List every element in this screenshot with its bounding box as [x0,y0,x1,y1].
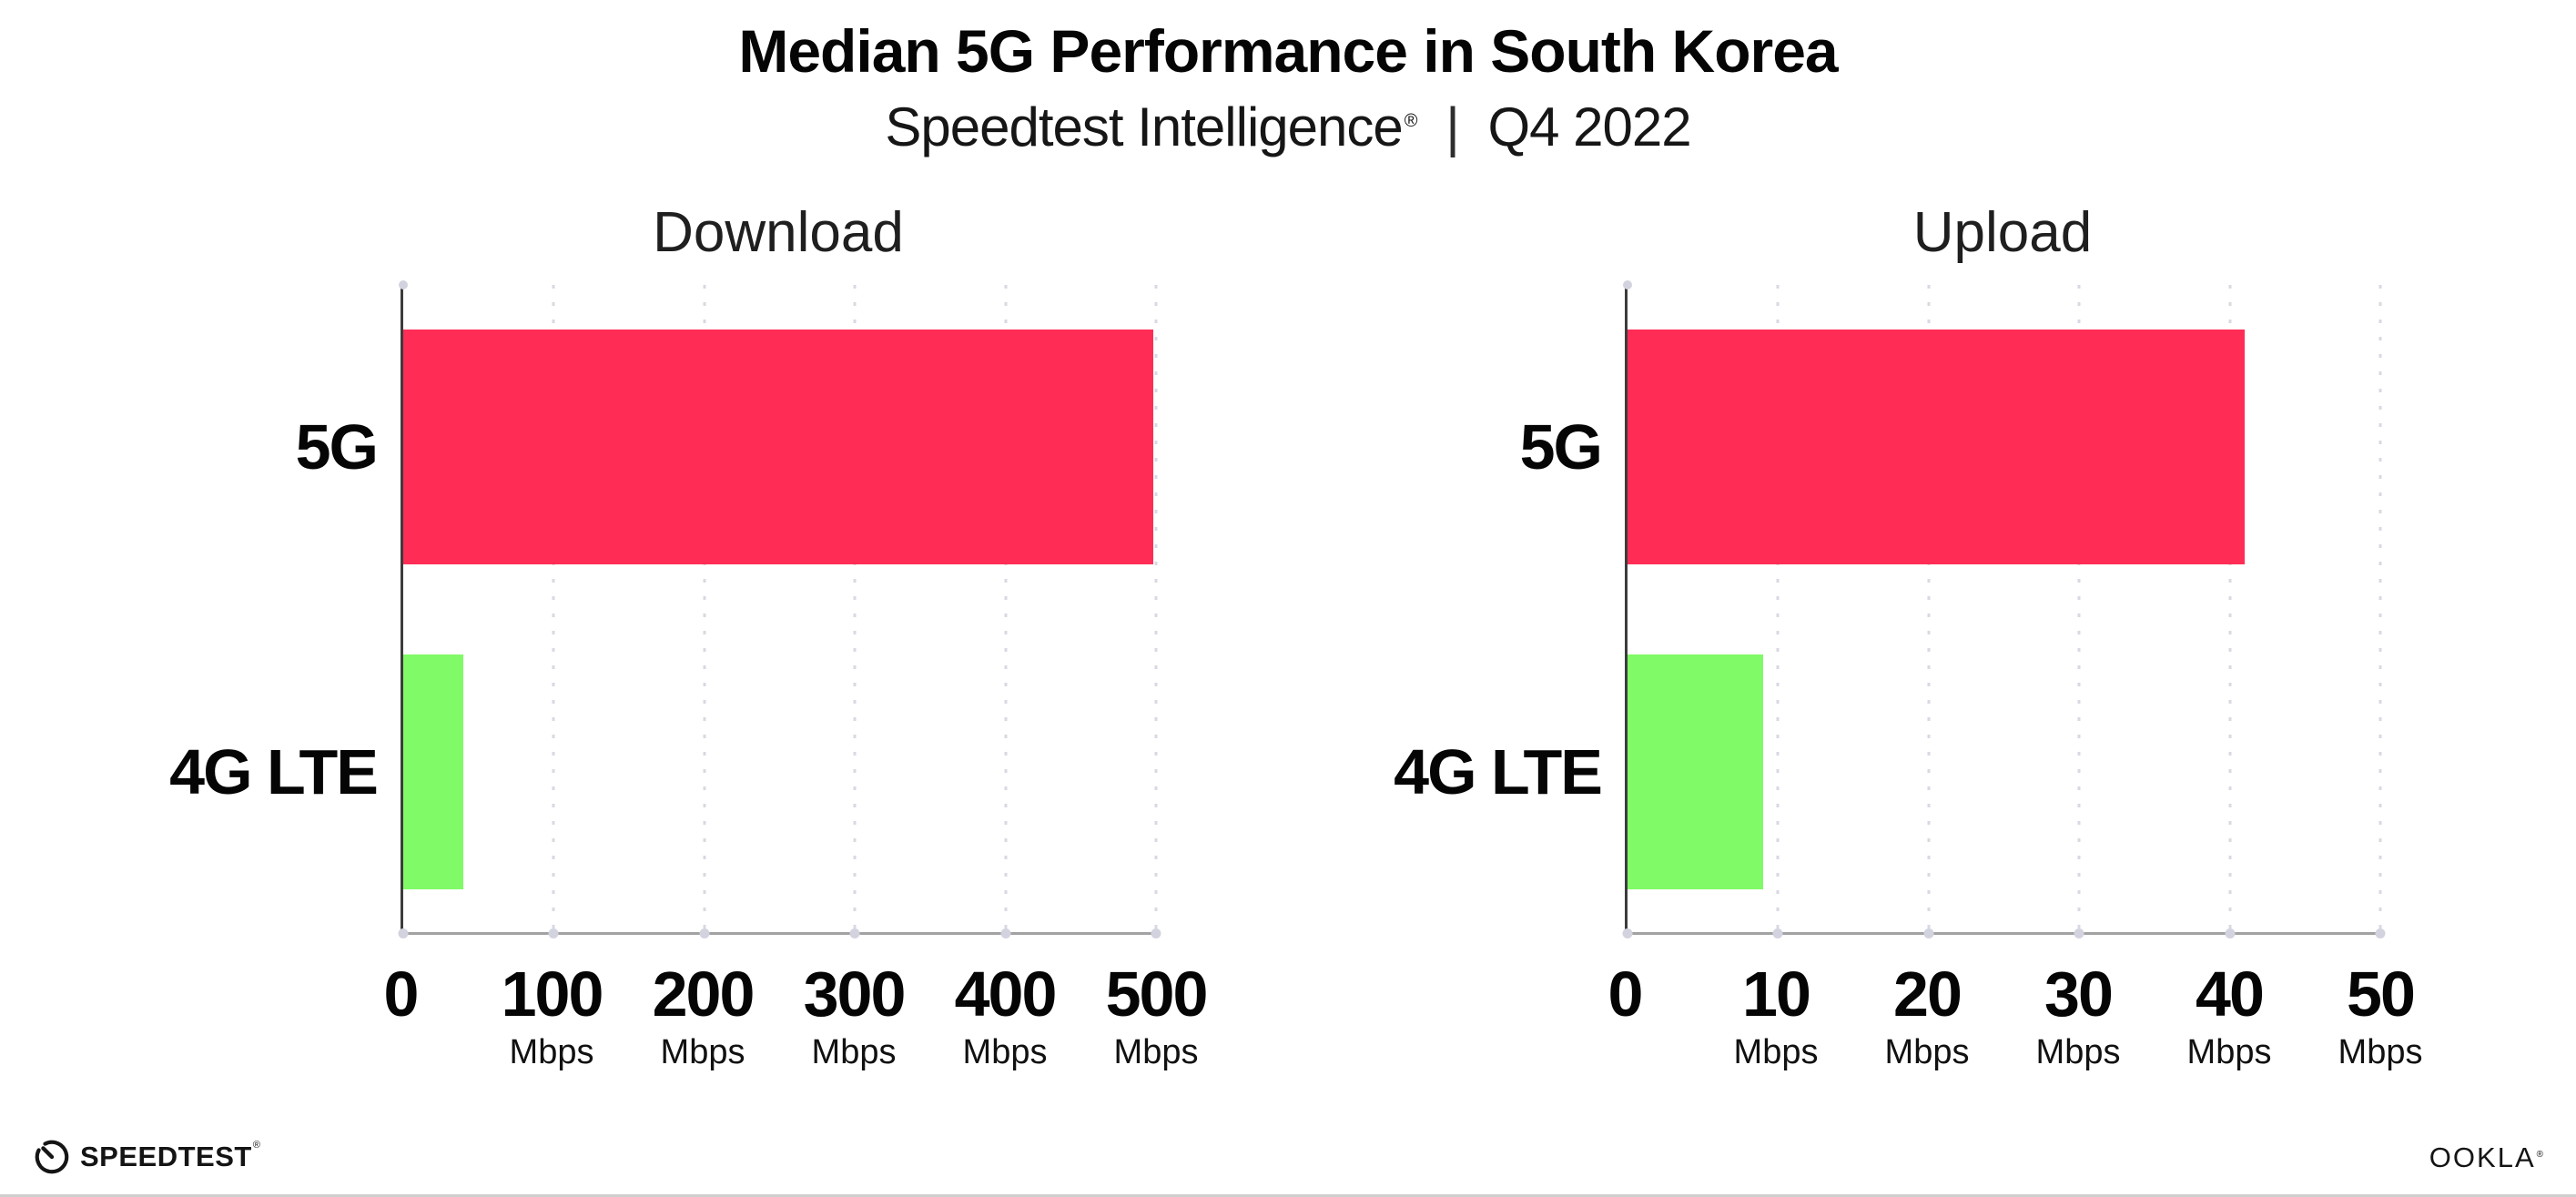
gridline [1004,284,1008,932]
download-chart-body: 5G 4G LTE [127,279,1161,938]
axis-tick-dot [1772,928,1783,938]
download-chart-panel: Download 5G 4G LTE [127,200,1209,1108]
x-tick-10: 10 Mbps [1733,958,1819,1071]
axis-tick-dot [849,928,860,938]
download-ylabel-4g-lte: 4G LTE [169,736,379,808]
x-tick-400: 400 Mbps [954,958,1058,1071]
x-tick-30: 30 Mbps [2035,958,2121,1071]
x-tick-200: 200 Mbps [652,958,756,1071]
upload-y-axis-labels: 5G 4G LTE [1352,285,1625,935]
axis-tick-dot [1622,928,1633,938]
subtitle-period: Q4 2022 [1487,96,1691,157]
x-tick-20: 20 Mbps [1884,958,1970,1071]
upload-plot-area [1622,279,2386,938]
page-title: Median 5G Performance in South Korea [738,17,1838,85]
x-tick-300: 300 Mbps [803,958,907,1071]
speedtest-gauge-icon [35,1140,69,1174]
speedtest-trademark-mark: ® [252,1140,260,1151]
chart-header: Median 5G Performance in South Korea Spe… [0,0,2576,157]
axis-tick-dot [1151,928,1161,938]
x-tick-100: 100 Mbps [501,958,604,1071]
upload-ylabel-4g-lte: 4G LTE [1394,736,1603,808]
gridline [853,284,857,932]
x-tick-50: 50 Mbps [2338,958,2423,1071]
registered-mark: ® [1404,110,1418,131]
download-chart-title: Download [653,200,904,264]
axis-tick-dot [548,928,559,938]
subtitle-separator: | [1445,96,1460,157]
gridline [2077,284,2081,932]
page-footer: SPEEDTEST ® OOKLA® [33,1140,2545,1176]
ookla-logo: OOKLA® [2429,1141,2545,1174]
x-tick-0: 0 [383,958,420,1030]
charts-row: Download 5G 4G LTE [0,200,2576,1108]
gridline [1927,284,1931,932]
axis-tick-dot [1623,279,1632,289]
gridline [1154,284,1158,932]
gridline [2378,284,2382,932]
upload-chart-body: 5G 4G LTE [1352,279,2386,938]
ookla-logo-text: OOKLA [2429,1141,2536,1174]
x-tick-0: 0 [1607,958,1644,1030]
gridline [2228,284,2232,932]
upload-chart-title: Upload [1912,200,2093,264]
upload-bar-5g [1628,330,2246,564]
gridline [703,284,706,932]
upload-ylabel-5g: 5G [1519,411,1603,483]
axis-tick-dot [2225,928,2236,938]
axis-tick-dot [2074,928,2084,938]
speedtest-logo-text: SPEEDTEST [80,1141,252,1172]
upload-chart-panel: Upload 5G 4G LTE [1352,200,2423,1108]
speedtest-logo: SPEEDTEST ® [33,1140,260,1176]
download-bar-4g-lte [403,654,464,889]
gridline [552,284,555,932]
axis-tick-dot [399,279,408,289]
x-tick-500: 500 Mbps [1105,958,1209,1071]
download-ylabel-5g: 5G [295,411,379,483]
x-tick-40: 40 Mbps [2186,958,2272,1071]
download-y-axis-labels: 5G 4G LTE [127,285,401,935]
axis-tick-dot [398,928,409,938]
subtitle-brand: Speedtest Intelligence [885,96,1403,157]
ookla-registered-mark: ® [2536,1150,2545,1161]
download-x-axis: 0 100 Mbps 200 Mbps 300 Mbps 400 Mbps [384,958,1209,1108]
download-bar-5g [403,330,1153,564]
download-plot-area [398,279,1161,938]
axis-tick-dot [2375,928,2386,938]
upload-bar-4g-lte [1628,654,1763,889]
axis-tick-dot [1923,928,1934,938]
upload-x-axis: 0 10 Mbps 20 Mbps 30 Mbps 40 Mbps [1608,958,2423,1108]
page-subtitle: Speedtest Intelligence ® | Q4 2022 [0,96,2576,157]
axis-tick-dot [1000,928,1011,938]
axis-tick-dot [699,928,710,938]
gridline [1776,284,1780,932]
